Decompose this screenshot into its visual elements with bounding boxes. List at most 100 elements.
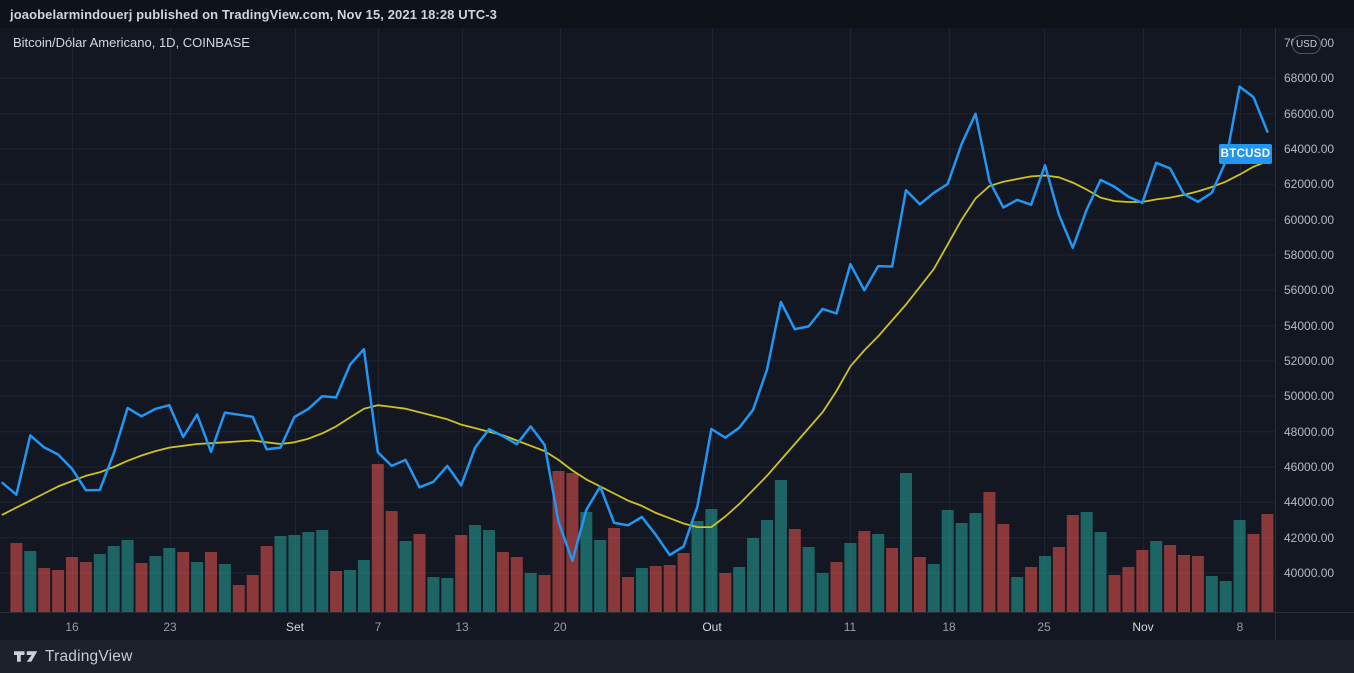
volume-bar-down	[913, 557, 926, 612]
volume-bar-down	[177, 552, 190, 612]
time-axis-label: 13	[455, 620, 469, 634]
time-axis-label: 20	[553, 620, 567, 634]
chart-region: Bitcoin/Dólar Americano, 1D, COINBASE 70…	[0, 28, 1354, 640]
volume-bar-up	[816, 573, 829, 612]
volume-bar-up	[872, 534, 885, 612]
currency-toggle-button[interactable]: USD	[1292, 35, 1321, 54]
volume-bar-down	[788, 529, 801, 612]
volume-bar-down	[858, 531, 871, 612]
volume-bar-up	[441, 578, 454, 612]
volume-bar-down	[135, 563, 148, 612]
volume-bar-up	[274, 536, 287, 612]
volume-bar-down	[566, 473, 579, 612]
volume-bar-down	[1261, 514, 1274, 612]
volume-bar-down	[66, 557, 78, 612]
volume-bar-up	[927, 564, 940, 612]
price-axis-pane[interactable]: 70000.0068000.0066000.0064000.0062000.00…	[1275, 28, 1354, 640]
volume-bar-up	[1039, 556, 1051, 612]
volume-bar-down	[455, 535, 468, 612]
volume-bar-down	[830, 562, 843, 612]
volume-bar-down	[886, 548, 899, 612]
volume-bar-down	[663, 565, 676, 612]
volume-bar-down	[10, 543, 23, 612]
volume-bar-up	[1205, 576, 1218, 612]
volume-bar-up	[761, 520, 773, 612]
attribution-bar: joaobelarmindouerj published on TradingV…	[0, 0, 1354, 28]
price-axis-label: 68000.00	[1284, 71, 1335, 86]
volume-bar-up	[483, 530, 495, 612]
time-axis-pane[interactable]	[0, 612, 1275, 640]
tradingview-brand-text: TradingView	[45, 647, 133, 665]
price-axis-label: 40000.00	[1284, 566, 1335, 580]
grid-lines	[0, 28, 1275, 612]
volume-bar-up	[969, 513, 982, 612]
volume-bar-down	[1066, 515, 1079, 612]
volume-bar-down	[1178, 555, 1190, 612]
volume-bar-down	[719, 573, 732, 612]
volume-bar-up	[955, 523, 968, 612]
price-axis-label: 58000.00	[1284, 248, 1335, 262]
attribution-link[interactable]: joaobelarmindouerj published on TradingV…	[10, 6, 497, 22]
volume-bar-up	[802, 547, 815, 612]
volume-bar-up	[1219, 581, 1232, 612]
volume-bar-down	[677, 553, 690, 612]
time-axis-label: 11	[843, 620, 857, 634]
price-axis-label: 50000.00	[1284, 389, 1335, 404]
tradingview-logo-icon	[14, 651, 38, 662]
last-price-symbol-badge: BTCUSD	[1219, 144, 1272, 164]
time-axis-label: 25	[1037, 620, 1051, 634]
time-axis-label: 7	[374, 620, 382, 634]
volume-bar-down	[608, 528, 621, 612]
volume-bar-up	[705, 509, 718, 612]
price-axis-label: 42000.00	[1284, 530, 1335, 545]
volume-bars	[10, 464, 1274, 612]
volume-bar-up	[149, 556, 162, 612]
axis-separators	[0, 28, 1354, 640]
volume-bar-down	[510, 557, 523, 612]
volume-bar-down	[260, 546, 273, 612]
time-axis-month-label: Nov	[1132, 620, 1154, 634]
volume-bar-up	[900, 473, 912, 612]
ma-line-path	[1, 160, 1269, 528]
volume-bar-down	[1191, 556, 1204, 612]
ma-line	[1, 160, 1269, 528]
volume-bar-up	[1080, 512, 1093, 612]
volume-bar-up	[93, 554, 106, 612]
volume-bar-down	[330, 571, 343, 612]
volume-bar-up	[399, 541, 412, 612]
price-axis-label: 48000.00	[1284, 424, 1335, 439]
volume-bar-up	[747, 538, 760, 612]
price-line	[1, 85, 1269, 563]
price-axis-label: 66000.00	[1284, 106, 1335, 121]
volume-bar-up	[288, 535, 301, 612]
volume-bar-up	[1011, 577, 1024, 612]
volume-bar-up	[594, 540, 607, 612]
price-chart-canvas[interactable]	[0, 28, 1354, 640]
price-axis-label: 64000.00	[1284, 142, 1335, 156]
symbol-title[interactable]: Bitcoin/Dólar Americano, 1D, COINBASE	[13, 35, 250, 50]
volume-bar-down	[649, 566, 662, 612]
volume-bar-up	[691, 521, 704, 612]
volume-bar-down	[371, 464, 384, 612]
volume-bar-down	[1136, 550, 1149, 612]
volume-bar-up	[316, 530, 329, 612]
volume-bar-up	[469, 525, 482, 612]
volume-bar-down	[52, 570, 65, 612]
volume-bar-up	[427, 577, 440, 612]
tradingview-brand-link[interactable]: TradingView	[14, 648, 133, 666]
price-axis-label: 54000.00	[1284, 318, 1335, 333]
volume-bar-down	[1052, 547, 1065, 612]
volume-bar-down	[38, 568, 51, 612]
volume-bar-down	[1247, 534, 1260, 612]
volume-bar-up	[580, 512, 593, 612]
price-axis-label: 46000.00	[1284, 460, 1335, 474]
volume-bar-down	[1108, 575, 1121, 612]
volume-bar-down	[496, 552, 509, 612]
volume-bar-down	[79, 562, 92, 612]
footer-bar: TradingView	[0, 640, 1354, 673]
time-axis-label: 16	[65, 620, 79, 634]
volume-bar-down	[1164, 545, 1177, 612]
volume-bar-up	[107, 546, 120, 612]
time-axis-month-label: Out	[702, 620, 722, 634]
